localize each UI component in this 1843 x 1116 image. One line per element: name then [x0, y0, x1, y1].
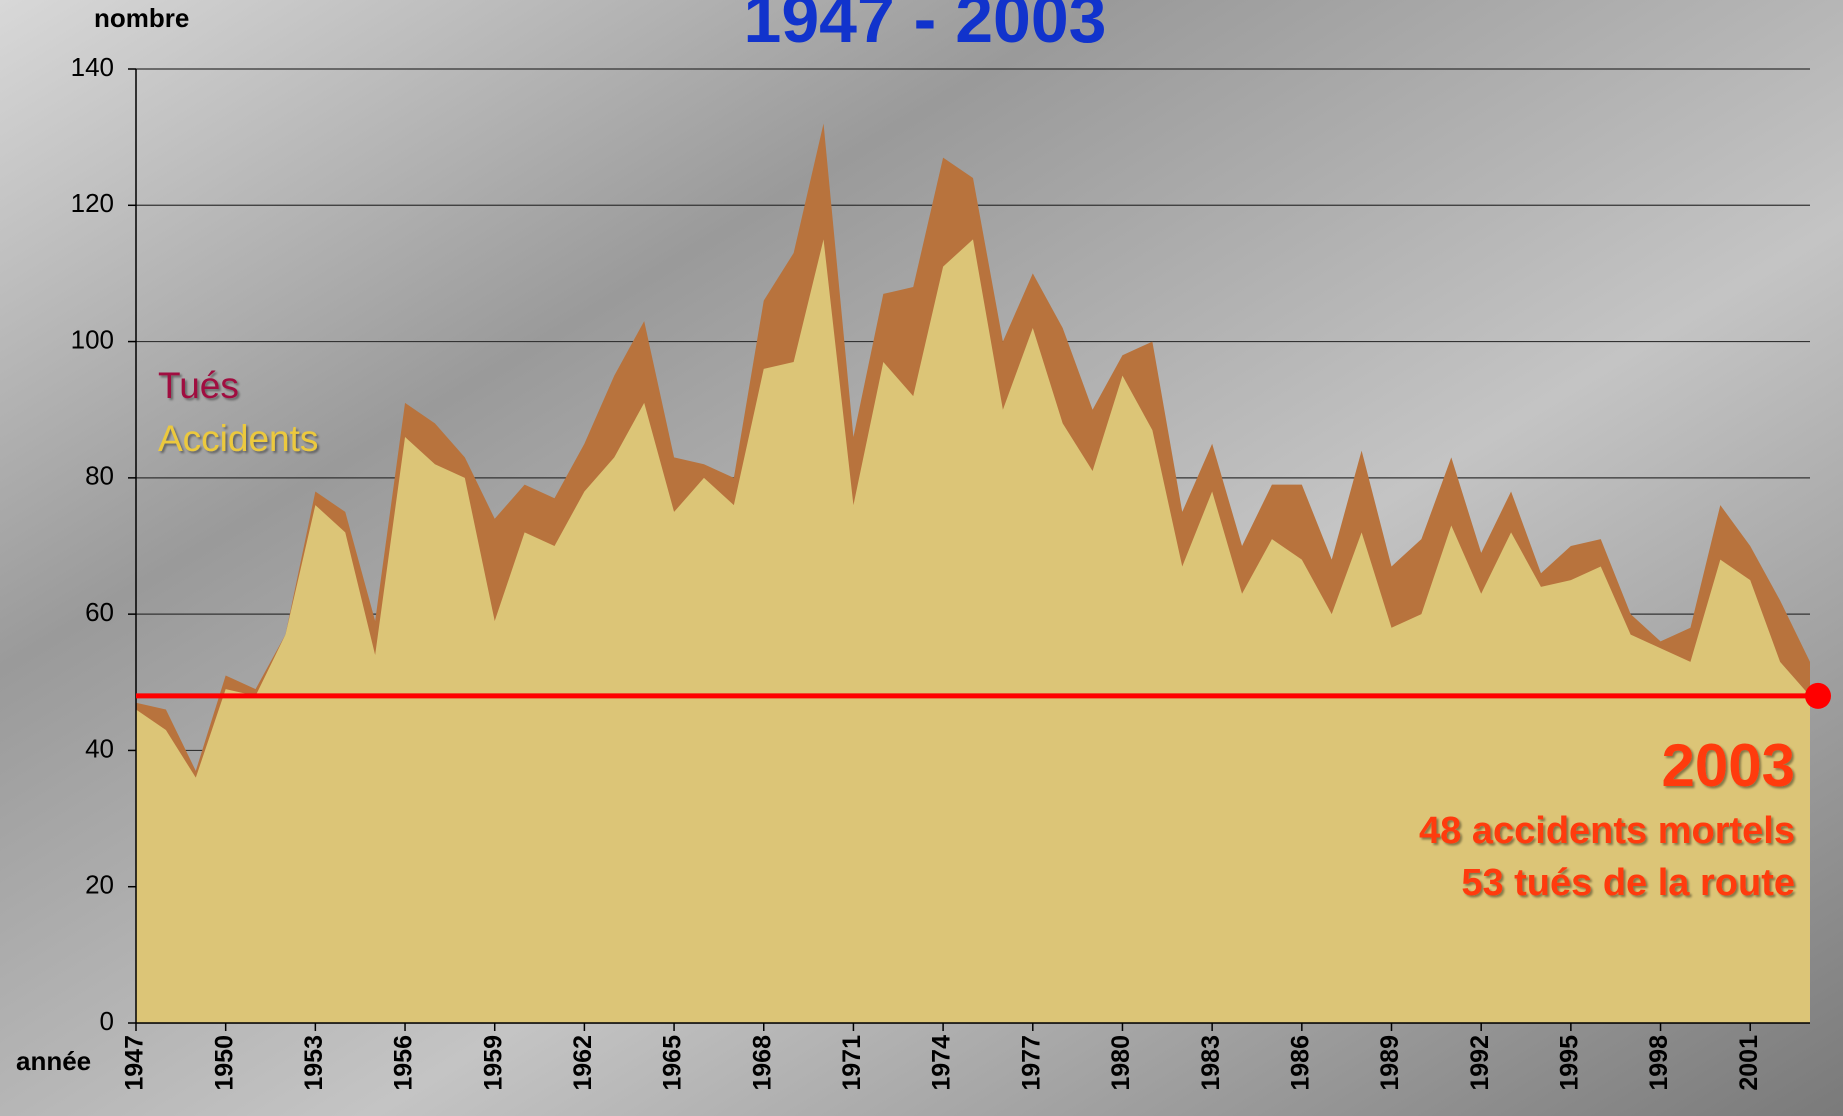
x-tick-label: 1995	[1555, 1035, 1583, 1091]
x-tick-label: 1947	[121, 1035, 149, 1091]
y-tick-label: 140	[71, 52, 114, 82]
reference-dot	[1805, 682, 1831, 709]
x-tick-label: 1983	[1197, 1035, 1225, 1091]
area	[136, 239, 1810, 1023]
x-tick-label: 1965	[659, 1035, 687, 1091]
legend-entry: Tués	[158, 365, 239, 406]
annotation: 48 accidents mortels	[1419, 810, 1795, 852]
x-tick-label: 1989	[1376, 1035, 1404, 1091]
annotation: 53 tués de la route	[1461, 862, 1795, 904]
y-tick-label: 20	[85, 870, 114, 900]
y-axis-label: nombre	[94, 3, 189, 33]
x-tick-label: 1992	[1466, 1035, 1494, 1091]
x-tick-label: 1971	[838, 1035, 866, 1091]
y-tick-label: 40	[85, 733, 114, 763]
x-tick-label: 1950	[210, 1035, 238, 1091]
y-tick-label: 100	[71, 324, 114, 354]
x-tick-label: 1953	[300, 1035, 328, 1091]
y-tick-label: 0	[100, 1006, 114, 1036]
y-tick-label: 80	[85, 461, 114, 491]
x-tick-label: 1986	[1286, 1035, 1314, 1091]
x-tick-label: 1956	[390, 1035, 418, 1091]
x-tick-label: 1968	[748, 1035, 776, 1091]
x-tick-label: 1974	[928, 1035, 956, 1091]
x-tick-label: 1962	[569, 1035, 597, 1091]
legend-entry: Accidents	[158, 418, 318, 459]
x-tick-label: 1980	[1107, 1035, 1135, 1091]
x-tick-label: 2001	[1735, 1035, 1763, 1091]
x-tick-label: 1977	[1017, 1035, 1045, 1091]
x-tick-label: 1998	[1645, 1035, 1673, 1091]
x-axis-label: année	[16, 1046, 91, 1076]
annotation: 2003	[1662, 732, 1795, 799]
x-tick-label: 1959	[479, 1035, 507, 1091]
y-tick-label: 60	[85, 597, 114, 627]
chart-title: 1947 - 2003	[744, 0, 1107, 57]
y-tick-label: 120	[71, 188, 114, 218]
